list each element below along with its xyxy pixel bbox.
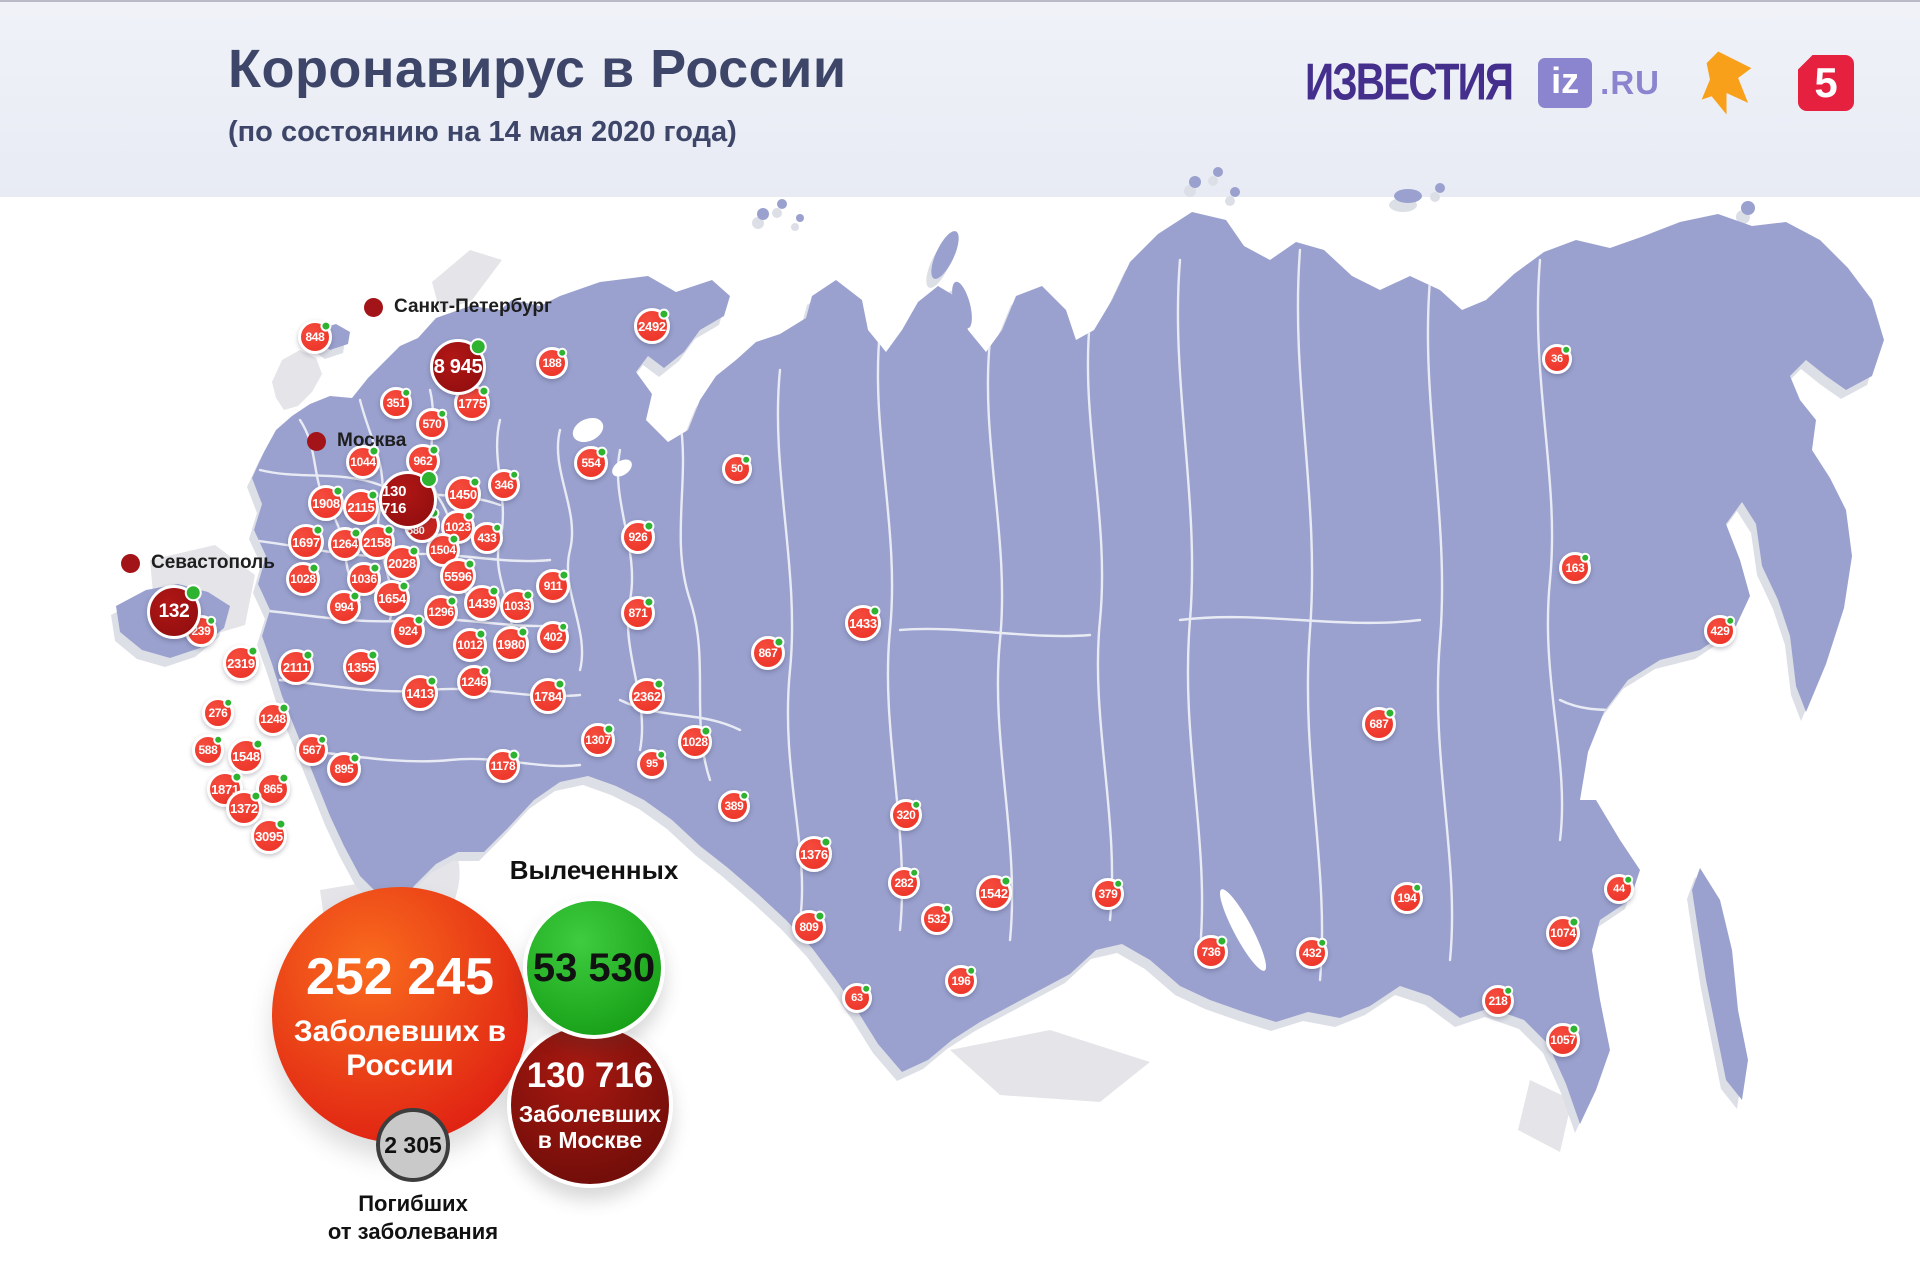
page-subtitle: (по состоянию на 14 мая 2020 года) — [228, 116, 737, 148]
iz-square-icon: iz — [1538, 58, 1593, 108]
total-infected-label-1: Заболевших в — [293, 1015, 507, 1049]
izvestia-logo: ИЗВЕСТИЯ iz .RU — [1305, 54, 1660, 112]
total-infected-value: 252 245 — [306, 948, 494, 1007]
moscow-infected-label-1: Заболевших — [518, 1101, 662, 1128]
recovered-circle: 53 530 — [523, 897, 665, 1039]
total-infected-circle: 252 245 Заболевших в России — [272, 887, 528, 1143]
deaths-circle: 2 305 — [376, 1108, 450, 1182]
header-band: Коронавирус в России (по состоянию на 14… — [0, 0, 1920, 197]
recovered-label: Вылеченных — [509, 855, 679, 885]
ren-tv-logo-icon — [1701, 51, 1752, 115]
moscow-infected-label-2: в Москве — [537, 1127, 643, 1153]
logo-row: ИЗВЕСТИЯ iz .RU 5 — [1305, 48, 1854, 118]
moscow-infected-circle: 130 716 Заболевших в Москве — [507, 1022, 673, 1188]
deaths-label-2: от заболевания — [327, 1218, 499, 1244]
iz-ru-suffix: .RU — [1600, 64, 1660, 101]
moscow-infected-value: 130 716 — [526, 1056, 654, 1096]
deaths-label-1: Погибших — [358, 1191, 468, 1216]
recovered-value: 53 530 — [532, 945, 656, 990]
deaths-label: Погибших от заболевания — [313, 1190, 513, 1245]
total-infected-label-2: России — [346, 1049, 454, 1082]
page-title: Коронавирус в России — [228, 39, 847, 99]
izvestia-wordmark: ИЗВЕСТИЯ — [1305, 53, 1514, 112]
deaths-value: 2 305 — [384, 1131, 442, 1158]
lakes — [572, 417, 1267, 971]
channel5-logo-icon: 5 — [1798, 55, 1854, 111]
channel5-digit: 5 — [1814, 59, 1838, 106]
